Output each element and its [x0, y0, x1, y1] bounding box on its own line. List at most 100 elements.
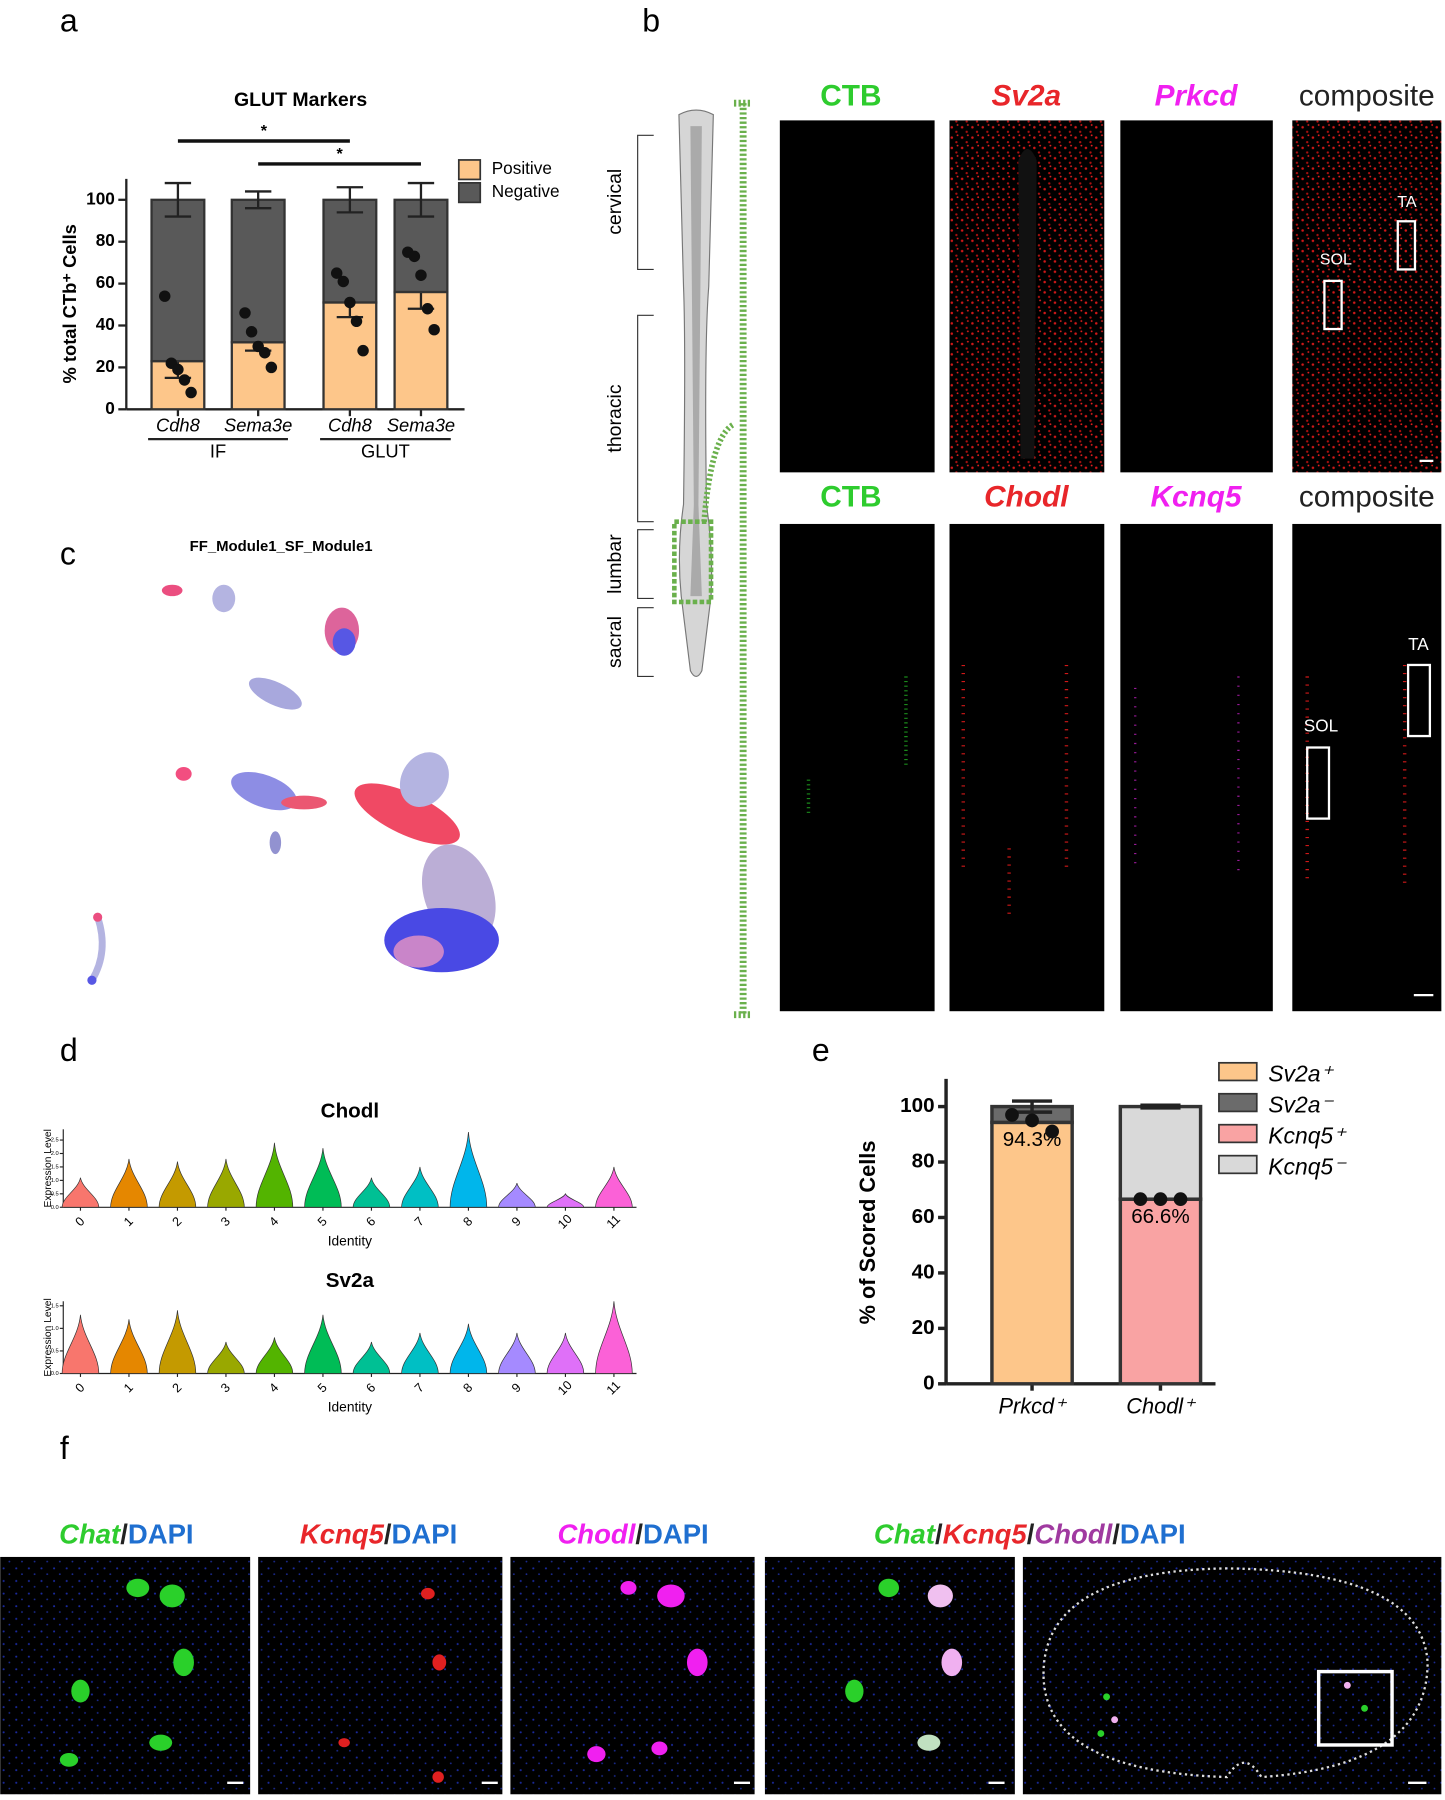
- legend-swatch: [1218, 1154, 1258, 1175]
- x-tick-label: 9: [509, 1214, 524, 1229]
- channel-title: CTB: [820, 79, 881, 112]
- legend-swatch: [1218, 1092, 1258, 1113]
- micrograph: [779, 120, 935, 473]
- x-tick-label: 5: [315, 1214, 330, 1229]
- y-tick-label: 1.5: [51, 1303, 59, 1309]
- x-tick-label: 5: [315, 1381, 330, 1396]
- micrograph: [949, 523, 1105, 1012]
- data-point: [178, 374, 191, 386]
- legend-swatch: [457, 159, 482, 181]
- channel-title: Chat/Kcnq5/Chodl/DAPI: [874, 1519, 1186, 1550]
- bar-segment: [1118, 1104, 1203, 1201]
- x-tick-label: Sema3e: [224, 414, 292, 435]
- data-point: [245, 326, 258, 338]
- x-tick-label: 7: [412, 1381, 427, 1396]
- y-tick-label: 60: [912, 1205, 935, 1228]
- chart-title: GLUT Markers: [234, 89, 367, 111]
- legend-swatch: [1218, 1123, 1258, 1144]
- x-tick-label: 11: [604, 1212, 623, 1231]
- y-tick-label: 0.5: [51, 1348, 59, 1354]
- data-point: [421, 303, 434, 315]
- legend-label: Sv2a⁻: [1268, 1091, 1334, 1117]
- legend-swatch: [1218, 1061, 1258, 1082]
- data-point: [1005, 1108, 1019, 1122]
- data-point: [265, 361, 278, 374]
- data-point: [1045, 1124, 1059, 1139]
- data-point: [357, 344, 369, 357]
- y-tick-label: 20: [912, 1316, 935, 1339]
- bar-segment: [990, 1120, 1074, 1386]
- y-tick-label: 80: [912, 1149, 935, 1172]
- violin: [352, 1341, 391, 1374]
- region-label: sacral: [604, 616, 626, 668]
- y-tick-label: 0: [923, 1371, 934, 1394]
- legend-label: Positive: [492, 158, 552, 178]
- data-point: [415, 269, 427, 281]
- roi-label: SOL: [1320, 250, 1352, 268]
- cells: [1097, 1681, 1368, 1737]
- data-point: [1153, 1192, 1168, 1207]
- error-bar: [244, 190, 272, 210]
- x-tick-label: 1: [121, 1214, 136, 1229]
- y-tick-label: 20: [96, 356, 115, 376]
- data-point: [337, 275, 350, 288]
- zoom-line: [701, 421, 736, 522]
- y-tick-label: 1.5: [51, 1164, 59, 1170]
- y-tick-label: 60: [96, 272, 115, 292]
- channel-title: composite: [1299, 481, 1435, 514]
- y-tick-label: 1.0: [51, 1326, 59, 1332]
- x-tick-label: Sema3e: [387, 414, 455, 435]
- micrograph-canal: [1018, 149, 1037, 459]
- region-label: thoracic: [604, 384, 626, 452]
- error-bar: [164, 181, 192, 218]
- region-label: lumbar: [604, 534, 626, 594]
- channel-title: Kcnq5/DAPI: [300, 1519, 457, 1550]
- micrograph: [258, 1556, 503, 1795]
- roi-label: TA: [1397, 193, 1417, 211]
- micrograph: [1292, 120, 1442, 473]
- violin: [207, 1341, 245, 1374]
- data-point: [158, 290, 171, 302]
- panel-label: b: [642, 2, 660, 38]
- violin: [546, 1192, 585, 1208]
- x-tick-label: Chodl⁺: [1126, 1394, 1196, 1419]
- x-tick-label: 9: [509, 1381, 524, 1396]
- x-tick-label: 10: [555, 1378, 575, 1398]
- y-tick-label: 0.0: [51, 1371, 59, 1377]
- channel-title: composite: [1299, 79, 1435, 112]
- y-tick-label: 80: [96, 230, 115, 250]
- y-tick-label: 2.0: [51, 1151, 59, 1157]
- violin: [401, 1332, 439, 1374]
- micrograph-signal: [961, 664, 1069, 918]
- violin: [498, 1332, 536, 1374]
- bar-segment: [322, 198, 378, 304]
- data-point: [1025, 1113, 1039, 1128]
- roi-box: [1406, 663, 1432, 738]
- violin: [207, 1158, 245, 1208]
- roi-label: TA: [1408, 634, 1429, 654]
- micrograph: [1120, 523, 1273, 1012]
- channel-title: Prkcd: [1155, 79, 1239, 112]
- violin: [61, 1314, 100, 1374]
- x-tick-label: 4: [267, 1214, 282, 1229]
- violin: [255, 1142, 294, 1208]
- x-tick-label: Cdh8: [156, 414, 201, 435]
- y-tick-label: 100: [86, 188, 115, 208]
- value-label: 66.6%: [1131, 1205, 1189, 1228]
- chart-title: Chodl: [321, 1100, 379, 1123]
- violin: [595, 1301, 633, 1374]
- group-label: GLUT: [361, 441, 410, 462]
- micrograph: [510, 1556, 755, 1795]
- x-axis-label: Identity: [328, 1400, 372, 1415]
- panel-label: d: [60, 1032, 78, 1068]
- x-tick-label: 11: [604, 1378, 623, 1397]
- significance-label: *: [336, 145, 343, 163]
- data-point: [428, 323, 440, 336]
- y-tick-label: 2.5: [51, 1138, 59, 1144]
- channel-title: CTB: [820, 481, 881, 514]
- channel-title: Kcnq5: [1150, 481, 1241, 514]
- bar-segment: [150, 198, 206, 363]
- channel-title: Chat/DAPI: [59, 1519, 193, 1550]
- x-tick-label: 4: [267, 1381, 282, 1396]
- cells: [587, 1581, 708, 1763]
